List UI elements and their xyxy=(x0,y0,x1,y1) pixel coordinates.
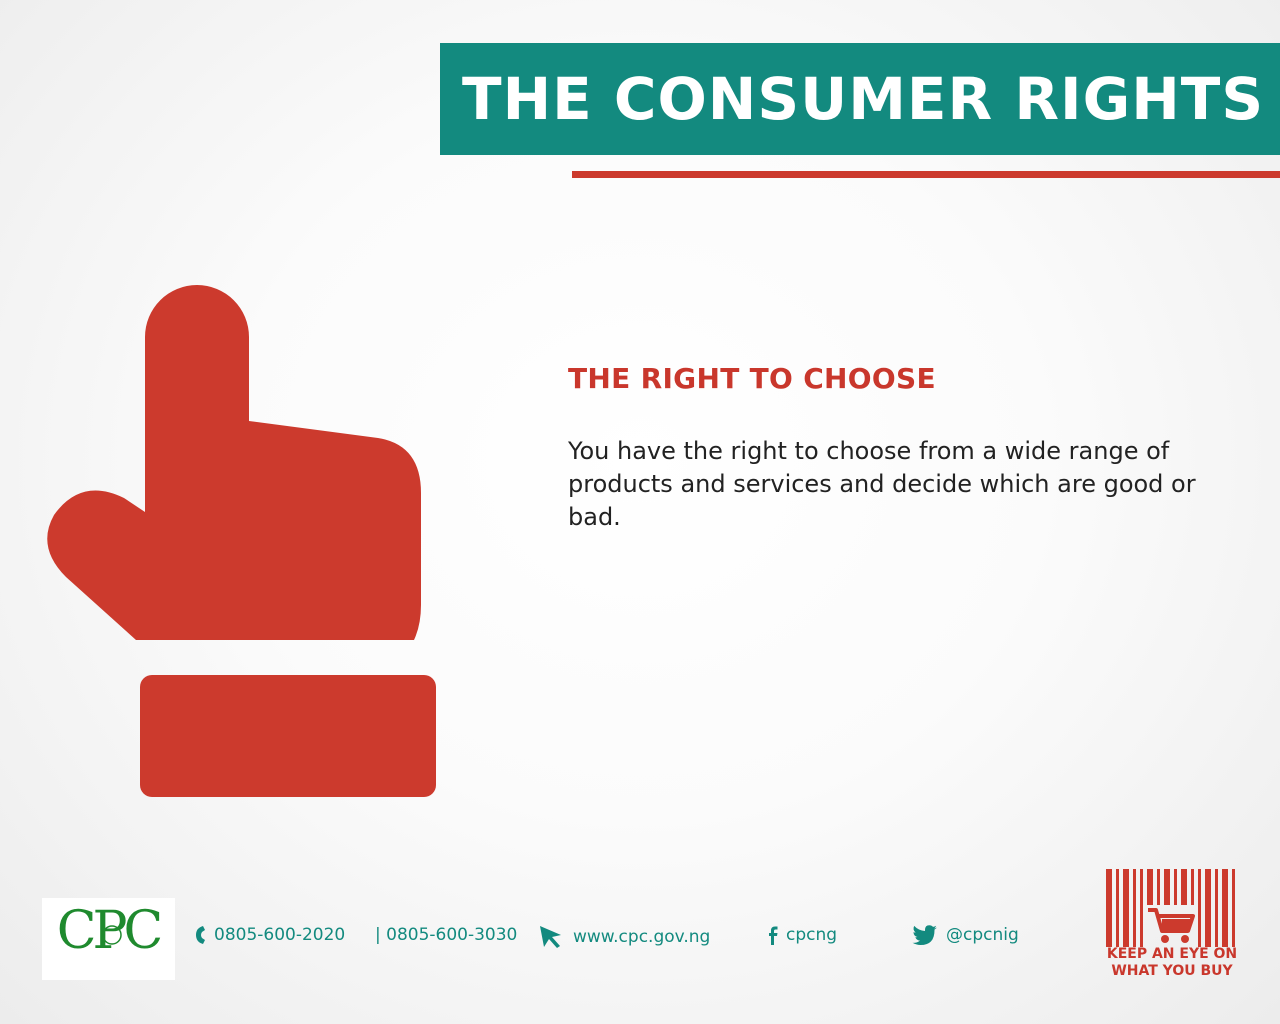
website-link[interactable]: www.cpc.gov.ng xyxy=(573,927,711,947)
phone-icon xyxy=(194,925,206,945)
phone-contact[interactable]: 0805-600-2020 xyxy=(194,925,345,945)
twitter-contact[interactable]: @cpcnig xyxy=(912,925,1019,945)
barcode-logo xyxy=(1106,869,1236,981)
phone-contact-2[interactable]: | 0805-600-3030 xyxy=(375,925,517,945)
slogan-line-1: KEEP AN EYE ON xyxy=(1106,946,1238,962)
slogan: KEEP AN EYE ON WHAT YOU BUY xyxy=(1104,946,1240,980)
title-underline xyxy=(572,171,1280,178)
right-description: You have the right to choose from a wide… xyxy=(568,437,1196,531)
svg-text:CPC: CPC xyxy=(57,901,161,961)
website-contact[interactable]: www.cpc.gov.ng xyxy=(539,925,710,949)
twitter-icon xyxy=(912,925,938,945)
pointing-hand-icon xyxy=(46,285,441,804)
cpc-logo: CPC xyxy=(42,898,175,980)
right-heading: THE RIGHT TO CHOOSE xyxy=(568,362,936,395)
phone-number-1[interactable]: 0805-600-2020 xyxy=(214,925,346,945)
facebook-handle[interactable]: cpcng xyxy=(786,925,838,945)
phone-number-2[interactable]: | 0805-600-3030 xyxy=(375,925,518,945)
cursor-icon xyxy=(539,925,565,949)
twitter-handle[interactable]: @cpcnig xyxy=(946,925,1019,945)
shopping-cart-icon xyxy=(1146,907,1196,949)
page-title: THE CONSUMER RIGHTS xyxy=(440,43,1280,155)
slogan-line-2: WHAT YOU BUY xyxy=(1111,963,1233,979)
facebook-icon xyxy=(768,925,778,945)
facebook-contact[interactable]: cpcng xyxy=(768,925,837,945)
